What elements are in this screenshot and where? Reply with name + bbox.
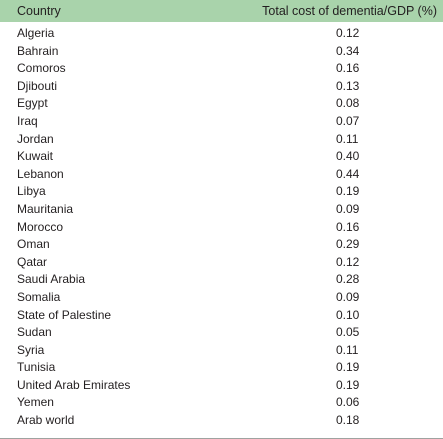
table-row: Egypt 0.08	[0, 95, 443, 113]
country-cell: Djibouti	[17, 78, 58, 93]
cost-value-cell: 0.19	[336, 360, 360, 375]
cost-value-cell: 0.10	[336, 307, 360, 322]
header-country: Country	[17, 4, 61, 18]
cost-value-cell: 0.11	[336, 342, 359, 357]
table-row: Iraq 0.07	[0, 113, 443, 131]
country-cell: Qatar	[17, 254, 48, 269]
table-row: Bahrain 0.34	[0, 43, 443, 61]
header-total-cost: Total cost of dementia/GDP (%)	[262, 4, 437, 18]
country-cell: Iraq	[17, 113, 38, 128]
table-header: Country Total cost of dementia/GDP (%)	[0, 0, 443, 22]
cost-value-cell: 0.18	[336, 413, 360, 428]
table-row: Djibouti 0.13	[0, 78, 443, 96]
country-cell: Somalia	[17, 289, 61, 304]
country-cell: Kuwait	[17, 149, 54, 164]
table-row: Tunisia 0.19	[0, 359, 443, 377]
country-cell: Comoros	[17, 61, 66, 76]
table-row: Mauritania 0.09	[0, 201, 443, 219]
table-row: Jordan 0.11	[0, 131, 443, 149]
country-cell: Saudi Arabia	[17, 272, 86, 287]
country-cell: Yemen	[17, 395, 54, 410]
cost-value-cell: 0.06	[336, 395, 360, 410]
table-row: Arab world 0.18	[0, 412, 443, 430]
cost-value-cell: 0.11	[336, 131, 359, 146]
country-cell: Bahrain	[17, 43, 59, 58]
country-cell: Mauritania	[17, 201, 74, 216]
cost-value-cell: 0.12	[336, 26, 360, 40]
country-cell: United Arab Emirates	[17, 377, 131, 392]
cost-value-cell: 0.08	[336, 96, 360, 111]
cost-value-cell: 0.40	[336, 149, 360, 164]
table-row: Lebanon 0.44	[0, 166, 443, 184]
country-cell: Morocco	[17, 219, 64, 234]
cost-value-cell: 0.19	[336, 377, 360, 392]
cost-value-cell: 0.19	[336, 184, 360, 199]
country-cell: Lebanon	[17, 166, 64, 181]
cost-value-cell: 0.28	[336, 272, 360, 287]
cost-value-cell: 0.09	[336, 201, 360, 216]
table-row: Morocco 0.16	[0, 219, 443, 237]
country-cell: Oman	[17, 237, 50, 252]
country-cell: Egypt	[17, 96, 48, 111]
table-row: Yemen 0.06	[0, 394, 443, 412]
cost-value-cell: 0.12	[336, 254, 360, 269]
table-row: Saudi Arabia 0.28	[0, 271, 443, 289]
cost-value-cell: 0.07	[336, 113, 360, 128]
country-cell: Tunisia	[17, 360, 56, 375]
cost-value-cell: 0.34	[336, 43, 360, 58]
table-row: Somalia 0.09	[0, 289, 443, 307]
country-cell: State of Palestine	[17, 307, 112, 322]
cost-value-cell: 0.09	[336, 289, 360, 304]
country-cell: Sudan	[17, 325, 52, 340]
table-row: Kuwait 0.40	[0, 148, 443, 166]
cost-value-cell: 0.16	[336, 61, 360, 76]
table-row: State of Palestine 0.10	[0, 307, 443, 325]
country-cell: Jordan	[17, 131, 54, 146]
table-row: Oman 0.29	[0, 236, 443, 254]
table-row: Libya 0.19	[0, 183, 443, 201]
table-row: Comoros 0.16	[0, 60, 443, 78]
cost-value-cell: 0.05	[336, 325, 360, 340]
table-row: Syria 0.11	[0, 342, 443, 360]
country-cell: Syria	[17, 342, 45, 357]
table-body: Algeria 0.12 Bahrain 0.34 Comoros 0.16 Djibout…	[0, 22, 443, 430]
country-cell: Algeria	[17, 26, 55, 40]
country-cell: Libya	[17, 184, 46, 199]
cost-value-cell: 0.13	[336, 78, 360, 93]
table-row: United Arab Emirates 0.19	[0, 377, 443, 395]
cost-value-cell: 0.44	[336, 166, 360, 181]
table-row: Qatar 0.12	[0, 254, 443, 272]
cost-value-cell: 0.29	[336, 237, 360, 252]
table-row: Sudan 0.05	[0, 324, 443, 342]
cost-value-cell: 0.16	[336, 219, 360, 234]
country-cell: Arab world	[17, 413, 75, 428]
table-row: Algeria 0.12	[0, 25, 443, 43]
